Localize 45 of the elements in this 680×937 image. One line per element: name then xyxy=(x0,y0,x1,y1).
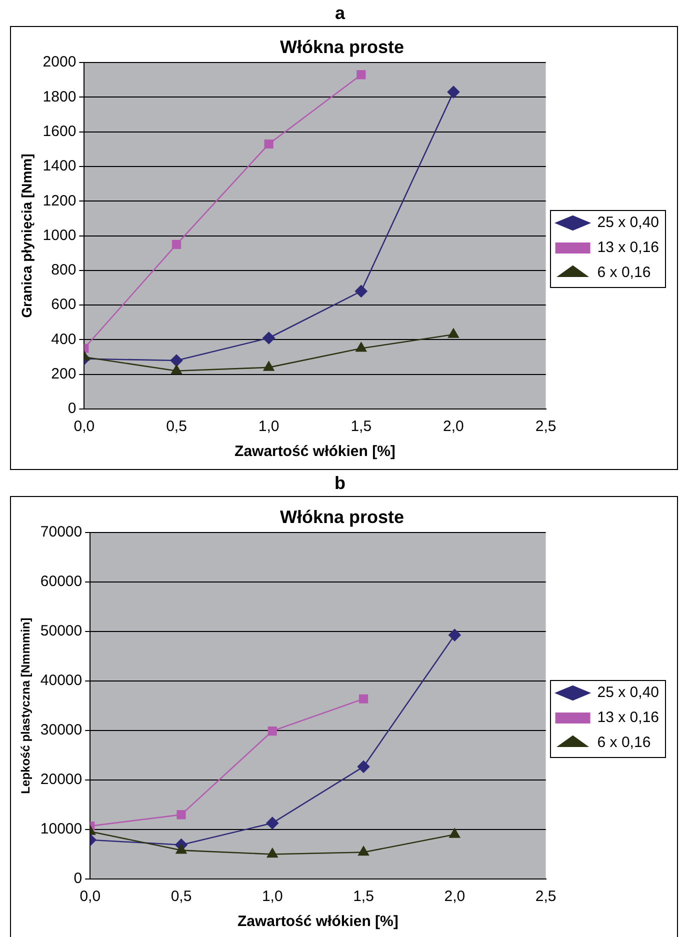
y-tick-label: 70000 xyxy=(40,524,82,541)
y-tick-label: 0 xyxy=(68,400,76,418)
y-tick-label: 60000 xyxy=(40,573,82,590)
legend-label: 25 x 0,40 xyxy=(597,214,660,232)
y-tick-label: 600 xyxy=(51,296,76,314)
x-tick-label: 1,0 xyxy=(262,888,283,906)
y-tick-label: 20000 xyxy=(40,771,82,788)
y-axis-title: Granica płynięcia [Nmm] xyxy=(18,154,34,318)
legend-label: 6 x 0,16 xyxy=(597,734,651,752)
x-axis-title: Zawartość włókien [%] xyxy=(234,443,396,460)
y-tick-label: 1400 xyxy=(42,158,76,175)
y-tick-label: 400 xyxy=(51,330,76,348)
x-tick-label: 2,5 xyxy=(535,418,556,436)
x-tick-label: 2,5 xyxy=(535,888,556,906)
x-tick-label: 1,0 xyxy=(258,418,280,436)
x-tick-label: 0,5 xyxy=(170,888,192,906)
x-tick-label: 1,5 xyxy=(350,418,372,436)
x-tick-label: 2,0 xyxy=(443,418,464,436)
y-tick-label: 1000 xyxy=(42,226,76,244)
text: b xyxy=(334,472,346,495)
x-tick-label: 0,5 xyxy=(166,418,187,436)
x-tick-label: 2,0 xyxy=(444,888,466,906)
y-tick-label: 200 xyxy=(51,366,76,382)
y-tick-label: 30000 xyxy=(40,722,82,739)
y-tick-label: 0 xyxy=(74,870,82,888)
y-tick-label: 1800 xyxy=(42,88,76,106)
chart-title: Włókna proste xyxy=(280,36,404,57)
x-tick-label: 1,5 xyxy=(353,888,374,906)
y-tick-label: 800 xyxy=(51,262,76,279)
y-axis-title: Lepkość plastyczna [Nmmmin] xyxy=(18,618,33,794)
legend-label: 6 x 0,16 xyxy=(597,264,651,282)
y-tick-label: 40000 xyxy=(40,672,82,690)
y-tick-label: 2000 xyxy=(42,54,76,71)
y-tick-label: 50000 xyxy=(40,622,82,640)
y-tick-label: 1200 xyxy=(42,192,76,210)
text: a xyxy=(334,2,346,25)
y-tick-label: 10000 xyxy=(40,820,82,838)
legend-label: 25 x 0,40 xyxy=(597,684,660,702)
chart-title: Włókna proste xyxy=(280,506,404,527)
x-tick-label: 0,0 xyxy=(74,418,95,436)
x-axis-title: Zawartość włókien [%] xyxy=(238,913,398,930)
x-tick-label: 0,0 xyxy=(80,888,101,906)
legend-label: 13 x 0,16 xyxy=(597,239,660,256)
y-tick-label: 1600 xyxy=(42,123,76,140)
legend-label: 13 x 0,16 xyxy=(597,709,660,726)
